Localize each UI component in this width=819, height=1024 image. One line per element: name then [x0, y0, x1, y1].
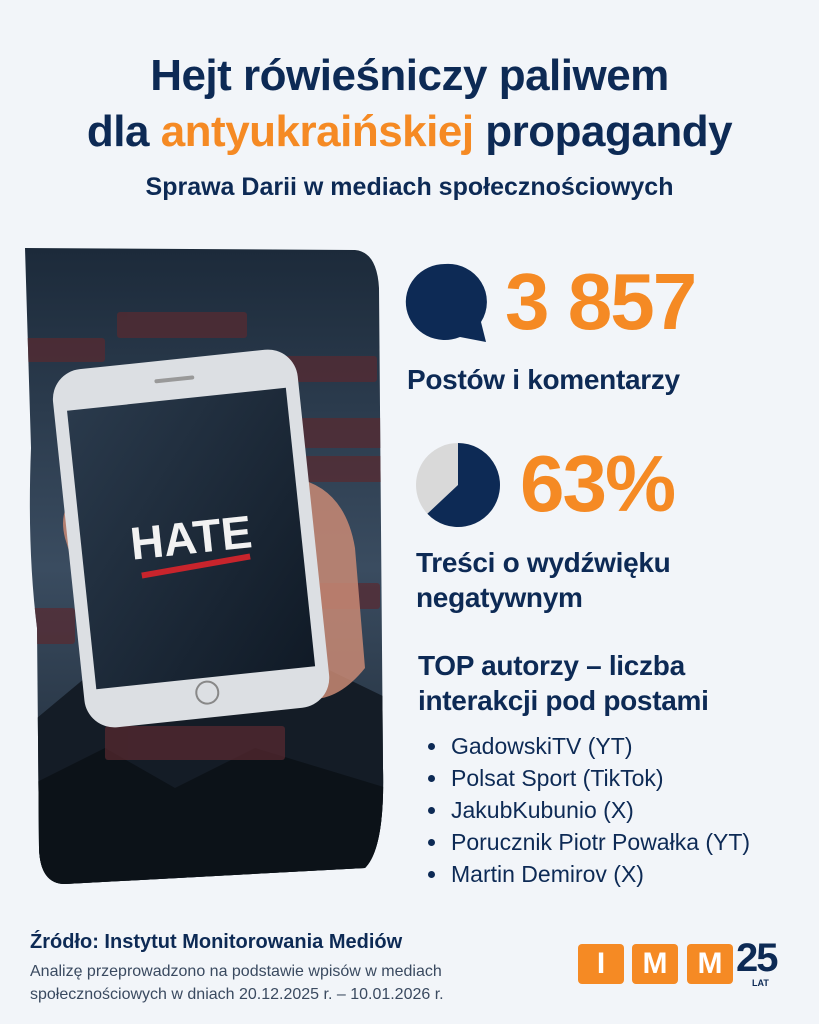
note-line-2: społecznościowych w dniach 20.12.2025 r.…	[30, 986, 444, 1003]
logo-letter: I	[578, 944, 624, 984]
logo-letter: M	[687, 944, 733, 984]
hate-phone-illustration: HATE	[25, 248, 384, 884]
author-item: Martin Demirov (X)	[425, 858, 750, 890]
top-authors-list: GadowskiTV (YT) Polsat Sport (TikTok) Ja…	[425, 730, 750, 890]
methodology-note: Analizę przeprowadzono na podstawie wpis…	[30, 960, 570, 1006]
top-authors-heading-line1: TOP autorzy – liczba	[418, 650, 685, 681]
pie-chart-icon	[416, 443, 500, 527]
logo-letter: M	[632, 944, 678, 984]
title-suffix: propagandy	[473, 107, 733, 156]
posts-count: 3 857	[505, 257, 697, 346]
title-highlight: antyukraińskiej	[160, 107, 474, 156]
author-item: GadowskiTV (YT)	[425, 730, 750, 762]
top-authors-heading-line2: interakcji pod postami	[418, 685, 709, 716]
title-line-1: Hejt rówieśniczy paliwem	[150, 51, 669, 100]
negative-label-line1: Treści o wydźwięku	[416, 547, 671, 578]
posts-label: Postów i komentarzy	[407, 364, 680, 395]
source: Źródło: Instytut Monitorowania Mediów	[30, 931, 403, 953]
title-prefix: dla	[86, 107, 161, 156]
note-line-1: Analizę przeprowadzono na podstawie wpis…	[30, 963, 442, 980]
speech-bubble-icon	[405, 263, 487, 342]
author-item: JakubKubunio (X)	[425, 794, 750, 826]
negative-label-line2: negatywnym	[416, 582, 583, 613]
subtitle: Sprawa Darii w mediach społecznościowych	[145, 173, 674, 201]
author-item: Polsat Sport (TikTok)	[425, 762, 750, 794]
author-item: Porucznik Piotr Powałka (YT)	[425, 826, 750, 858]
logo-years-unit: LAT	[752, 978, 769, 988]
title-line-2: dla antyukraińskiej propagandy	[0, 106, 819, 158]
negative-percent: 63%	[520, 439, 676, 528]
pie-negative-slice	[427, 443, 500, 527]
logo-years: 25	[736, 936, 778, 980]
